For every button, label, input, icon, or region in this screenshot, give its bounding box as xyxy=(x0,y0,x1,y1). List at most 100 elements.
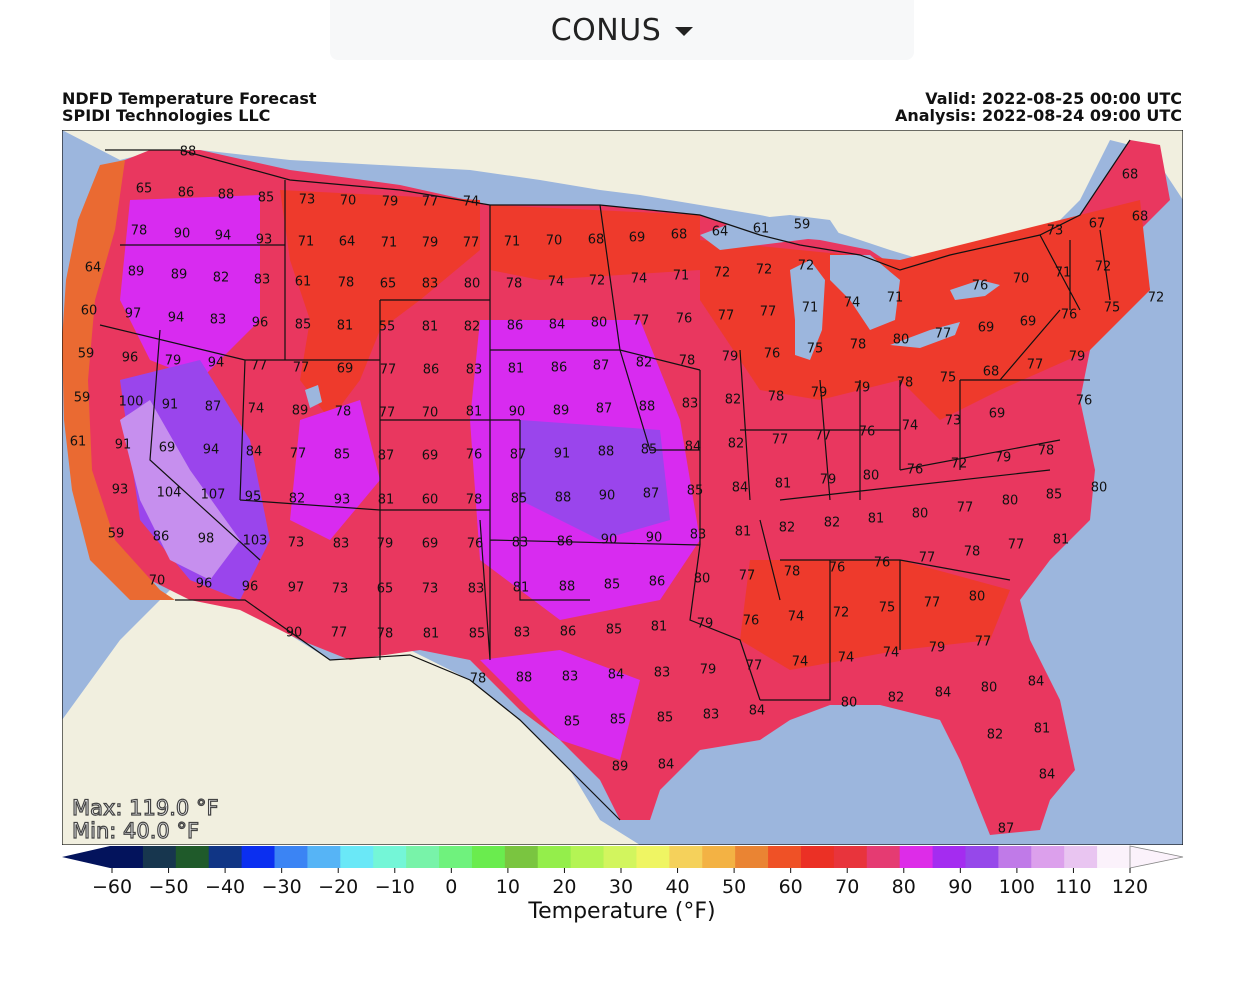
temperature-label: 84 xyxy=(658,758,675,773)
temperature-label: 74 xyxy=(792,655,809,670)
temperature-label: 82 xyxy=(464,320,481,335)
temperature-label: 75 xyxy=(1104,301,1121,316)
temperature-label: 90 xyxy=(509,405,526,420)
colorbar-tick-label: −50 xyxy=(149,876,189,898)
temperature-label: 61 xyxy=(753,222,770,237)
temperature-label: 74 xyxy=(463,195,480,210)
temperature-label: 96 xyxy=(252,316,269,331)
temperature-label: 76 xyxy=(466,448,483,463)
lake-superior xyxy=(700,215,840,250)
temperature-label: 77 xyxy=(251,359,268,374)
temperature-label: 83 xyxy=(654,666,671,681)
temperature-label: 72 xyxy=(756,263,773,278)
temperature-label: 80 xyxy=(1091,481,1108,496)
colorbar-swatch xyxy=(274,846,309,868)
temperature-label: 77 xyxy=(380,363,397,378)
temperature-label: 78 xyxy=(897,376,914,391)
temperature-label: 79 xyxy=(700,663,717,678)
temperature-label: 87 xyxy=(593,359,610,374)
temperature-label: 72 xyxy=(951,457,968,472)
temperature-label: 79 xyxy=(995,451,1012,466)
temperature-label: 78 xyxy=(964,545,981,560)
temperature-label: 77 xyxy=(935,327,952,342)
map-header-right: Valid: 2022-08-25 00:00 UTC Analysis: 20… xyxy=(895,90,1182,124)
temperature-label: 81 xyxy=(423,627,440,642)
temperature-label: 78 xyxy=(131,224,148,239)
temperature-label: 59 xyxy=(794,218,811,233)
temperature-label: 70 xyxy=(546,234,563,249)
temperature-label: 79 xyxy=(697,617,714,632)
max-temp-text: Max: 119.0 °F xyxy=(72,796,219,820)
mexico-land xyxy=(62,590,640,845)
temperature-label: 86 xyxy=(560,625,577,640)
temperature-label: 72 xyxy=(833,606,850,621)
temperature-label: 59 xyxy=(78,347,95,362)
temperature-label: 73 xyxy=(299,193,316,208)
temperature-label: 96 xyxy=(196,577,213,592)
temperature-label: 78 xyxy=(679,354,696,369)
pacific-coastal-band xyxy=(62,160,175,600)
temperature-label: 85 xyxy=(511,492,528,507)
temperature-label: 74 xyxy=(883,646,900,661)
temperature-label: 87 xyxy=(643,487,660,502)
temperature-label: 107 xyxy=(201,488,226,503)
temperature-label: 83 xyxy=(682,397,699,412)
colorbar-tick-label: −60 xyxy=(92,876,132,898)
temperature-label: 81 xyxy=(735,525,752,540)
temperature-label: 74 xyxy=(902,419,919,434)
temperature-label: 83 xyxy=(466,363,483,378)
temperature-label: 77 xyxy=(290,447,307,462)
temperature-label: 74 xyxy=(844,296,861,311)
temperature-label: 70 xyxy=(1013,272,1030,287)
temperature-label: 83 xyxy=(210,313,227,328)
temperature-label: 55 xyxy=(379,320,396,335)
temperature-label: 78 xyxy=(784,565,801,580)
temperature-label: 93 xyxy=(256,233,273,248)
hot-zone xyxy=(120,195,700,760)
temperature-label: 89 xyxy=(128,265,145,280)
region-selector[interactable]: CONUS xyxy=(330,0,914,60)
temperature-label: 70 xyxy=(340,194,357,209)
colorbar-swatch xyxy=(142,846,177,868)
temperature-label: 69 xyxy=(989,407,1006,422)
temperature-label: 78 xyxy=(850,338,867,353)
temperature-label: 85 xyxy=(295,318,312,333)
colorbar-swatch xyxy=(998,846,1032,868)
canada-land xyxy=(62,130,1183,265)
temperature-label: 77 xyxy=(760,305,777,320)
canada-border xyxy=(105,139,1131,271)
temperature-label: 72 xyxy=(798,259,815,274)
temperature-label: 91 xyxy=(554,447,571,462)
temperature-label: 83 xyxy=(512,536,529,551)
temperature-label: 77 xyxy=(379,406,396,421)
temperature-label: 88 xyxy=(555,491,572,506)
colorbar-tick-label: 20 xyxy=(552,876,576,898)
state-boundaries xyxy=(99,139,1131,821)
temperature-label: 85 xyxy=(564,715,581,730)
colorbar-tick-label: 110 xyxy=(1055,876,1091,898)
colorbar-swatch xyxy=(800,846,835,868)
temperature-label: 60 xyxy=(422,493,439,508)
colorbar-tick-label: 120 xyxy=(1112,876,1148,898)
temperature-label: 61 xyxy=(295,275,312,290)
temperature-label: 84 xyxy=(1028,675,1045,690)
temperature-label: 76 xyxy=(829,561,846,576)
lake-erie xyxy=(890,322,960,348)
temperature-label: 87 xyxy=(510,448,527,463)
temperature-label: 74 xyxy=(548,275,565,290)
temperature-label: 69 xyxy=(337,362,354,377)
colorbar-swatch xyxy=(406,846,440,868)
temperature-label: 72 xyxy=(1148,291,1165,306)
temperature-label: 89 xyxy=(171,268,188,283)
temperature-label: 76 xyxy=(764,347,781,362)
max-min-box: Max: 119.0 °F Min: 40.0 °F xyxy=(71,795,219,843)
temperature-label: 94 xyxy=(203,443,220,458)
temperature-label: 77 xyxy=(718,309,735,324)
temperature-label: 85 xyxy=(657,711,674,726)
temperature-label: 75 xyxy=(940,371,957,386)
temperature-label: 79 xyxy=(382,195,399,210)
temperature-label: 85 xyxy=(334,448,351,463)
temperature-label: 81 xyxy=(466,405,483,420)
caret-down-icon[interactable] xyxy=(675,26,694,36)
